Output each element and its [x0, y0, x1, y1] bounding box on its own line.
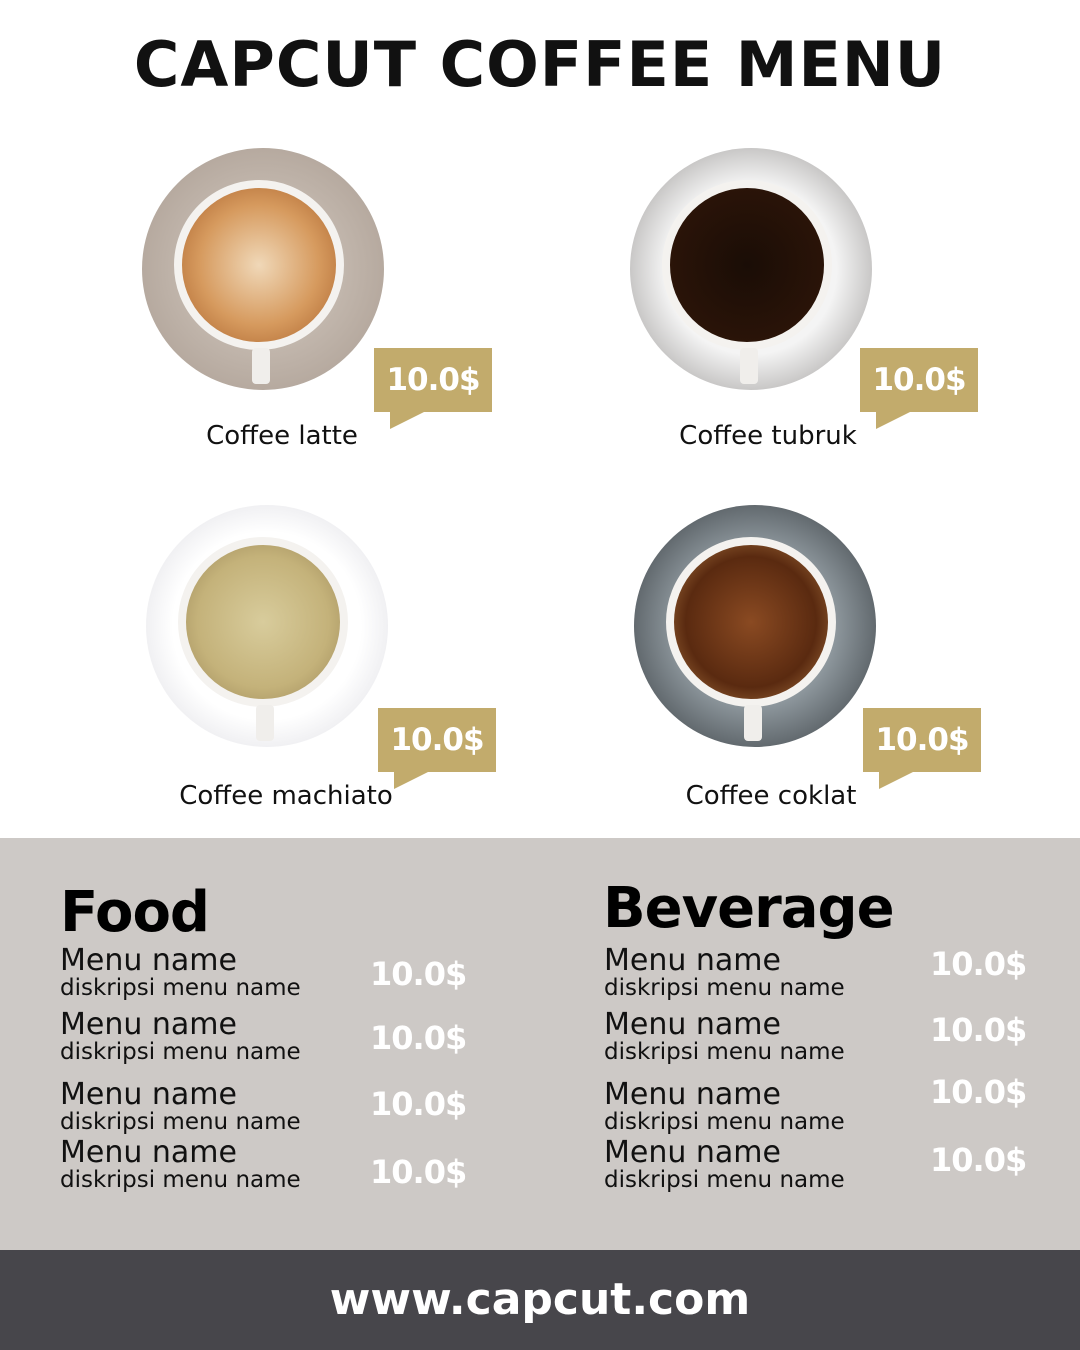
item-name: Menu name [60, 1007, 237, 1042]
page-title: CAPCUT COFFEE MENU [133, 28, 947, 101]
item-price: 10.0$ [930, 1011, 1027, 1049]
item-name: Menu name [604, 1135, 781, 1170]
coffee-name: Coffee machiato [179, 781, 393, 811]
item-price: 10.0$ [930, 1141, 1027, 1179]
item-price: 10.0$ [930, 1073, 1027, 1111]
item-name: Menu name [604, 1077, 781, 1112]
beverage-item: Menu name diskripsi menu name 10.0$ [604, 1007, 1027, 1069]
food-item: Menu name diskripsi menu name 10.0$ [60, 1079, 480, 1139]
website-footer[interactable]: www.capcut.com [0, 1250, 1080, 1350]
item-name: Menu name [60, 1135, 237, 1170]
coffee-coklat-image [634, 505, 876, 747]
beverage-title: Beverage [603, 876, 895, 941]
price-tag: 10.0$ [860, 348, 978, 429]
item-desc: diskripsi menu name [60, 1039, 301, 1065]
item-desc: diskripsi menu name [60, 1167, 301, 1193]
beverage-item: Menu name diskripsi menu name 10.0$ [604, 1073, 1027, 1139]
beverage-item: Menu name diskripsi menu name 10.0$ [604, 943, 1027, 1005]
item-desc: diskripsi menu name [60, 975, 301, 1001]
food-title: Food [60, 880, 210, 945]
item-desc: diskripsi menu name [604, 975, 845, 1001]
item-desc: diskripsi menu name [604, 1039, 845, 1065]
food-item: Menu name diskripsi menu name 10.0$ [60, 1009, 480, 1069]
price-tag: 10.0$ [378, 708, 496, 789]
menu-panel [0, 838, 1080, 1250]
beverage-item: Menu name diskripsi menu name 10.0$ [604, 1135, 1027, 1197]
coffee-name: Coffee coklat [685, 781, 857, 811]
item-name: Menu name [60, 943, 237, 978]
coffee-name: Coffee tubruk [679, 421, 857, 451]
item-price: 10.0$ [370, 1019, 467, 1057]
coffee-tubruk-image [630, 148, 872, 390]
price-tag: 10.0$ [863, 708, 981, 789]
item-desc: diskripsi menu name [60, 1109, 301, 1135]
coffee-machiato-image [146, 505, 388, 747]
coffee-latte-image [142, 148, 384, 390]
item-name: Menu name [60, 1077, 237, 1112]
food-item: Menu name diskripsi menu name 10.0$ [60, 945, 480, 1005]
item-name: Menu name [604, 1007, 781, 1042]
item-price: 10.0$ [370, 1153, 467, 1191]
price-tag: 10.0$ [374, 348, 492, 429]
item-desc: diskripsi menu name [604, 1109, 845, 1135]
food-item: Menu name diskripsi menu name 10.0$ [60, 1137, 480, 1197]
item-desc: diskripsi menu name [604, 1167, 845, 1193]
item-price: 10.0$ [370, 955, 467, 993]
item-name: Menu name [604, 943, 781, 978]
item-price: 10.0$ [370, 1085, 467, 1123]
coffee-name: Coffee latte [206, 421, 358, 451]
item-price: 10.0$ [930, 945, 1027, 983]
